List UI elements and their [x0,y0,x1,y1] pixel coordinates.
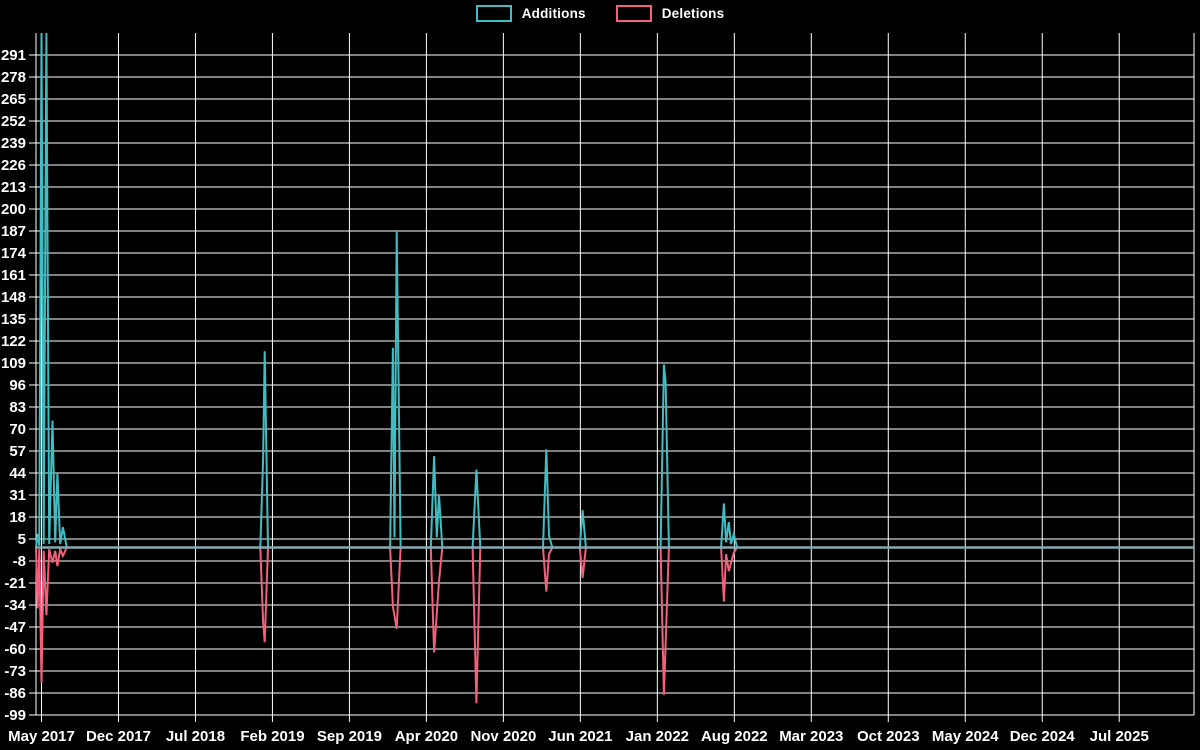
deletions-line [35,545,1194,704]
y-tick-label: 174 [1,245,27,262]
y-tick-label: 148 [1,289,26,306]
x-tick-label: Oct 2023 [857,728,920,745]
y-tick-label: -21 [4,575,26,592]
x-tick-label: Jul 2025 [1090,728,1149,745]
y-tick-label: 57 [9,443,26,460]
additions-line [35,32,1194,549]
additions-swatch-icon [475,5,512,22]
y-tick-label: 187 [1,223,26,240]
legend-item-deletions[interactable]: Deletions [615,5,725,22]
x-tick-label: Nov 2020 [470,728,536,745]
x-tick-label: Jun 2021 [548,728,612,745]
x-tick-label: May 2017 [8,728,75,745]
legend-item-additions[interactable]: Additions [475,5,586,22]
y-tick-label: 278 [1,69,26,86]
legend-label-additions: Additions [521,6,586,21]
y-tick-label: 5 [18,531,26,548]
y-tick-label: -60 [4,641,26,658]
y-tick-label: 226 [1,157,26,174]
y-tick-label: 291 [1,47,26,64]
y-tick-label: -99 [4,707,26,724]
x-tick-label: Aug 2022 [701,728,768,745]
y-tick-label: 122 [1,333,26,350]
x-tick-label: Jan 2022 [626,728,689,745]
y-tick-label: 135 [1,311,26,328]
y-tick-label: 96 [9,377,26,394]
y-tick-label: 200 [1,201,26,218]
y-tick-label: 44 [9,465,26,482]
x-tick-label: Feb 2019 [240,728,304,745]
x-axis-labels: May 2017 Dec 2017 Jul 2018 Feb 2019 Sep 2019… [8,728,1149,745]
y-tick-label: -73 [4,663,26,680]
y-tick-label: 70 [9,421,26,438]
y-tick-label: -34 [4,597,26,614]
deletions-swatch-icon [615,5,652,22]
y-axis-labels: -99 -86 -73 -60 -47 -34 -21 -8 5 18 31 44 57 70 83 96 10… [1,47,27,724]
x-tick-label: Jul 2018 [166,728,225,745]
y-tick-label: 213 [1,179,26,196]
y-tick-label: -86 [4,685,26,702]
x-tick-label: Dec 2024 [1010,728,1076,745]
grid-lines [29,33,1194,722]
x-tick-label: Sep 2019 [317,728,382,745]
y-tick-label: 252 [1,113,26,130]
y-tick-label: 31 [9,487,26,504]
x-tick-label: Dec 2017 [86,728,151,745]
y-tick-label: -47 [4,619,26,636]
y-tick-label: -8 [13,553,26,570]
y-tick-label: 239 [1,135,26,152]
y-tick-label: 161 [1,267,26,284]
y-tick-label: 265 [1,91,26,108]
legend-label-deletions: Deletions [661,6,725,21]
y-tick-label: 18 [9,509,26,526]
x-tick-label: Mar 2023 [779,728,843,745]
x-tick-label: Apr 2020 [395,728,458,745]
y-tick-label: 109 [1,355,26,372]
y-tick-label: 83 [9,399,26,416]
x-tick-label: May 2024 [932,728,999,745]
chart-legend: Additions Deletions [0,5,1200,22]
